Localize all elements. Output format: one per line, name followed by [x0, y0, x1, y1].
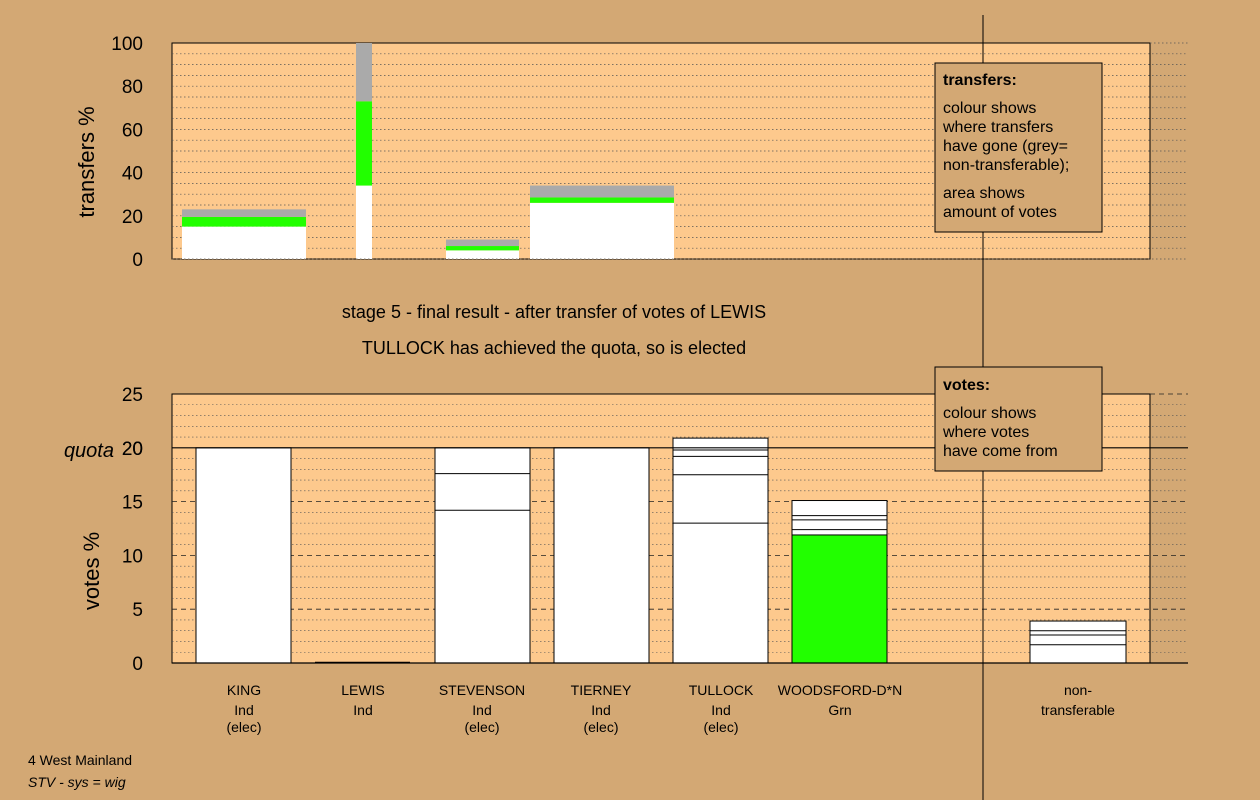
transfer-bar-segment [182, 216, 306, 227]
candidate-name: TIERNEY [571, 682, 632, 698]
transfers-legend-line: amount of votes [943, 204, 1057, 221]
transfers-tick-label: 80 [122, 77, 143, 98]
transfers-legend-line: have gone (grey= [943, 138, 1068, 155]
transfer-bar-segment [530, 185, 674, 198]
votes-legend: votes: colour shows where votes have com… [934, 366, 1103, 472]
votes-tick-label: 25 [122, 385, 143, 406]
candidate-party: Ind [234, 702, 253, 718]
candidate-name: WOODSFORD-D*N [778, 682, 902, 698]
footer-ward: 4 West Mainland [28, 752, 132, 768]
quota-value-label: 20 [122, 439, 143, 460]
transfers-legend-title: transfers: [943, 72, 1017, 89]
transfer-bar-segment [446, 246, 519, 251]
transfer-bar-segment [182, 226, 306, 259]
candidate-party: Ind [472, 702, 491, 718]
vote-bar [195, 447, 292, 664]
nontransferable-label: transferable [1041, 702, 1115, 718]
stage-title: stage 5 - final result - after transfer … [342, 302, 766, 322]
votes-legend-line: have come from [943, 443, 1058, 460]
candidate-name: STEVENSON [439, 682, 525, 698]
votes-legend-line: colour shows [943, 405, 1036, 422]
transfers-tick-label: 0 [132, 250, 143, 271]
transfers-legend-line: non-transferable); [943, 157, 1069, 174]
elected-message: TULLOCK has achieved the quota, so is el… [362, 338, 746, 358]
candidate-party: Ind [353, 702, 372, 718]
transfers-tick-label: 20 [122, 207, 143, 228]
footer-system: STV - sys = wig [28, 774, 126, 790]
vote-bar-green-segment [791, 534, 888, 664]
transfer-bar-segment [356, 185, 372, 259]
candidate-status: (elec) [226, 719, 261, 735]
transfers-tick-label: 100 [111, 34, 143, 55]
transfers-legend-line: area shows [943, 185, 1025, 202]
quota-label: quota [64, 440, 114, 462]
transfer-bar-segment [446, 239, 519, 247]
candidate-name: LEWIS [341, 682, 385, 698]
votes-tick-label: 5 [132, 600, 143, 621]
candidate-status: (elec) [583, 719, 618, 735]
nontransferable-label: non- [1064, 682, 1092, 698]
transfer-bar-segment [356, 101, 372, 186]
transfers-axis-title: transfers % [74, 106, 99, 217]
transfers-tick-label: 40 [122, 164, 143, 185]
candidate-status: (elec) [464, 719, 499, 735]
candidate-name: KING [227, 682, 261, 698]
candidate-party: Grn [828, 702, 851, 718]
votes-tick-label: 10 [122, 546, 143, 567]
transfers-legend-line: where transfers [942, 119, 1053, 136]
votes-tick-label: 0 [132, 654, 143, 675]
votes-tick-label: 20 [122, 439, 143, 460]
votes-axis-title: votes % [79, 532, 104, 610]
transfer-bar-segment [530, 197, 674, 203]
vote-bar [553, 447, 650, 664]
transfers-legend: transfers: colour shows where transfers … [934, 62, 1103, 233]
transfer-bar-segment [530, 202, 674, 259]
transfer-bar-segment [356, 43, 372, 102]
candidate-status: (elec) [703, 719, 738, 735]
votes-legend-title: votes: [943, 377, 990, 394]
transfers-legend-box [934, 62, 1103, 233]
transfer-bar-segment [182, 209, 306, 217]
candidate-labels: KING Ind (elec) LEWIS Ind STEVENSON Ind … [226, 682, 1115, 735]
vote-bar [1029, 620, 1127, 664]
transfer-bar-segment [446, 250, 519, 259]
candidate-name: TULLOCK [689, 682, 754, 698]
transfers-legend-line: colour shows [943, 100, 1036, 117]
votes-legend-line: where votes [942, 424, 1029, 441]
votes-legend-box [934, 366, 1103, 472]
votes-tick-label: 15 [122, 493, 143, 514]
vote-bar [434, 447, 531, 664]
candidate-party: Ind [591, 702, 610, 718]
transfers-tick-label: 60 [122, 120, 143, 141]
candidate-party: Ind [711, 702, 730, 718]
vote-bar [672, 437, 769, 664]
